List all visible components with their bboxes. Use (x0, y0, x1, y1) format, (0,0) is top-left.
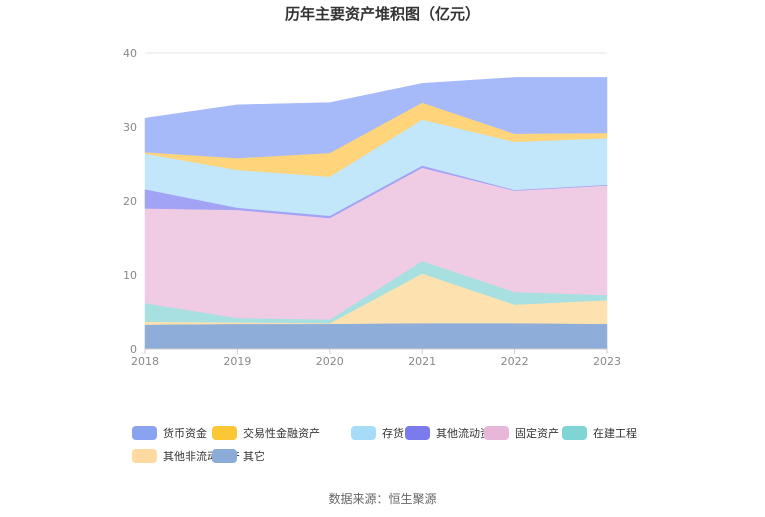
y-tick-label: 0 (130, 343, 137, 356)
legend-label: 货币资金 (163, 427, 207, 440)
legend-swatch (212, 426, 237, 440)
area-series-8 (144, 77, 608, 159)
legend-item[interactable]: 固定资产 (484, 425, 559, 441)
stacked-area-chart: 0 10 20 30 40 2018 2019 2020 2021 2022 2023 (123, 47, 621, 368)
x-tick-label: 2023 (593, 355, 621, 368)
legend-label: 固定资产 (515, 427, 559, 440)
legend-swatch (132, 449, 157, 463)
legend-swatch (405, 426, 430, 440)
legend-swatch (484, 426, 509, 440)
legend-item[interactable]: 存货 (351, 425, 404, 441)
legend-swatch (212, 449, 237, 463)
x-tick-label: 2018 (131, 355, 159, 368)
y-tick-label: 20 (123, 195, 137, 208)
legend-label: 交易性金融资产 (243, 427, 320, 440)
legend-label: 在建工程 (593, 427, 637, 440)
legend-swatch (132, 426, 157, 440)
legend-swatch (562, 426, 587, 440)
y-tick-label: 30 (123, 121, 137, 134)
legend-item[interactable]: 在建工程 (562, 425, 637, 441)
y-tick-label: 10 (123, 269, 137, 282)
area-series-1 (144, 322, 608, 350)
x-tick-label: 2019 (223, 355, 251, 368)
x-tick-label: 2021 (408, 355, 436, 368)
legend-item[interactable]: 其它 (212, 448, 265, 464)
legend-swatch (351, 426, 376, 440)
legend-item[interactable]: 货币资金 (132, 425, 207, 441)
x-tick-label: 2020 (316, 355, 344, 368)
y-tick-label: 40 (123, 47, 137, 60)
chart-title: 历年主要资产堆积图（亿元） (284, 5, 480, 23)
legend-item[interactable]: 交易性金融资产 (212, 425, 320, 441)
legend-label: 其它 (243, 450, 265, 463)
x-tick-label: 2022 (501, 355, 529, 368)
legend-label: 存货 (382, 427, 404, 440)
data-source: 数据来源：恒生聚源 (328, 492, 437, 506)
